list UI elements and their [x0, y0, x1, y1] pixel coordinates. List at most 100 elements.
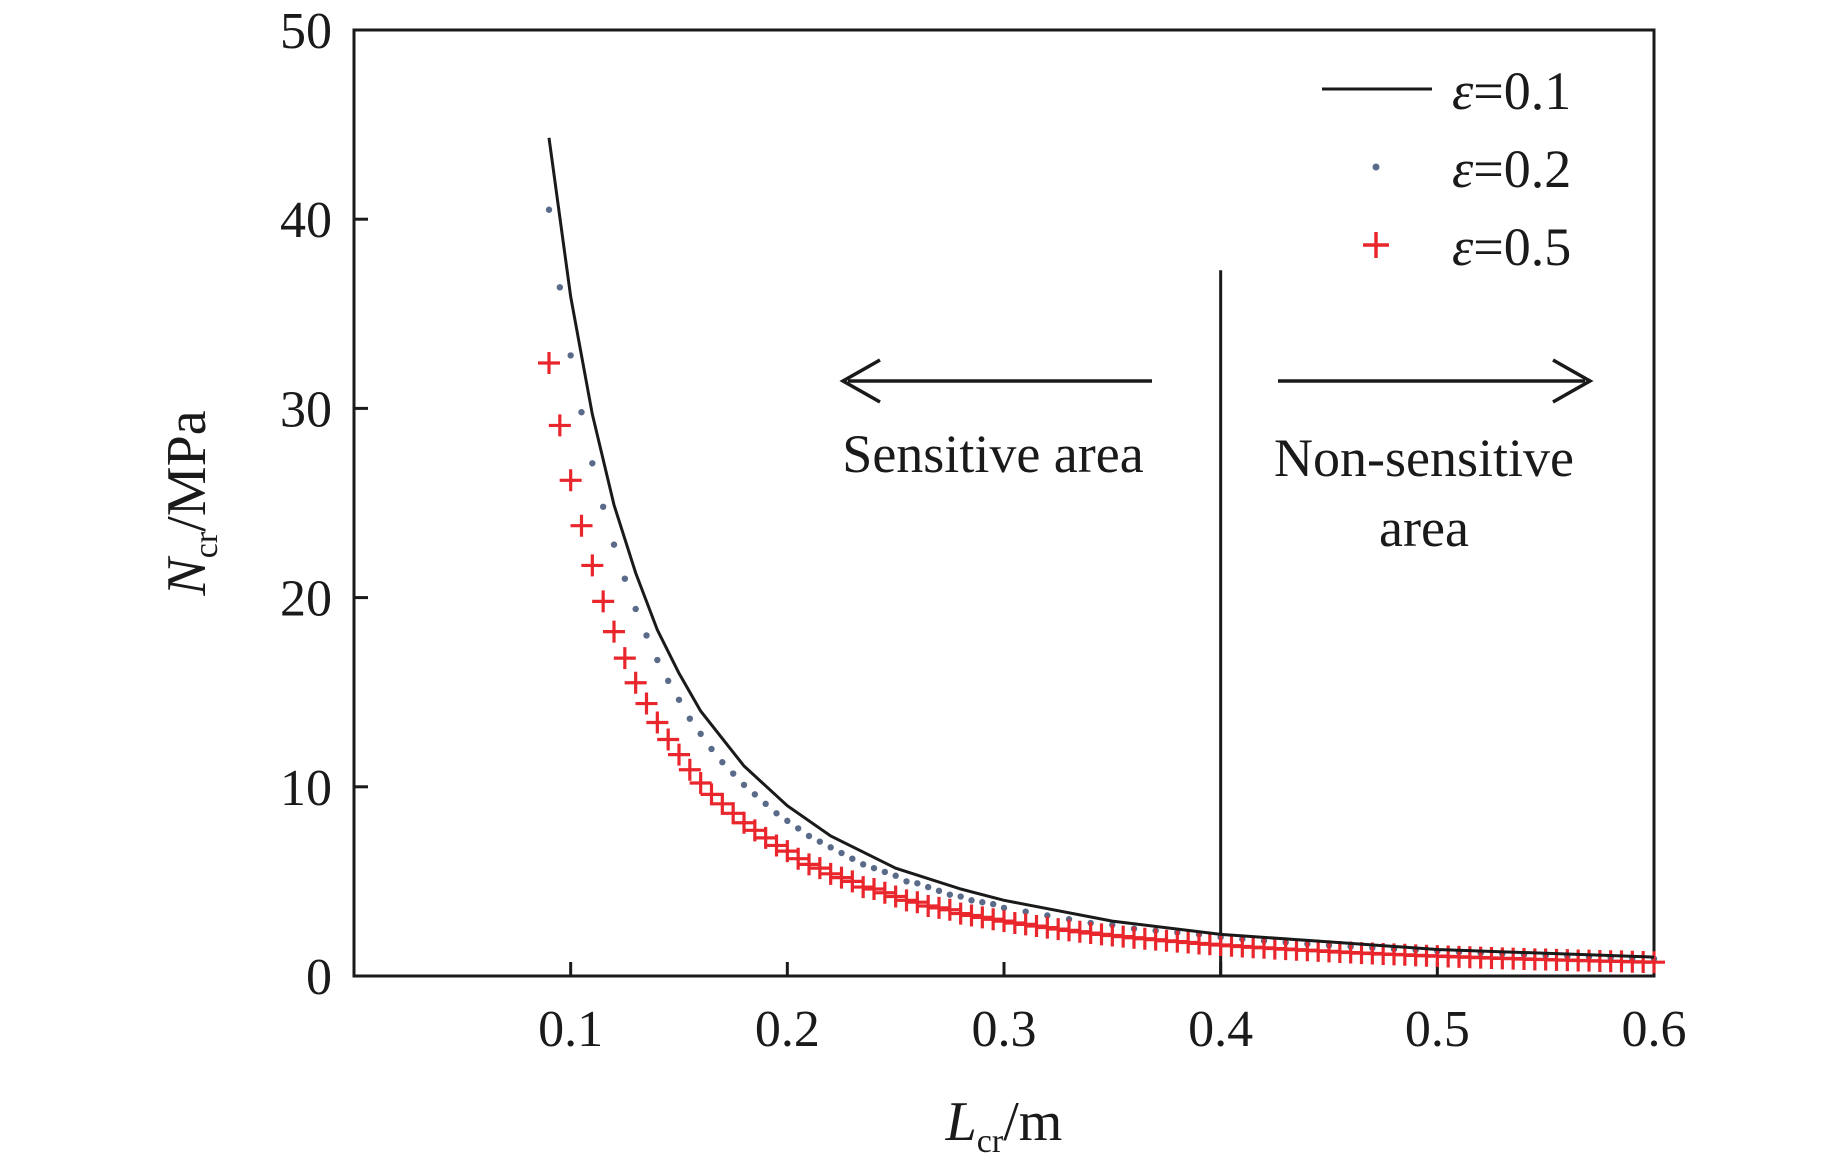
series-point-eps-0-5 — [906, 891, 929, 914]
series-point-eps-0-2 — [654, 656, 661, 664]
y-axis-symbol: N — [156, 556, 218, 597]
series-point-eps-0-5 — [635, 692, 658, 715]
sensitive-area-label: Sensitive area — [842, 424, 1143, 484]
series-point-eps-0-2 — [946, 891, 954, 898]
series-point-eps-0-2 — [708, 745, 715, 753]
series-point-eps-0-2 — [1022, 908, 1029, 915]
nonsensitive-area-label-line1: Non-sensitive — [1274, 428, 1574, 488]
series-point-eps-0-5 — [971, 906, 994, 929]
y-tick-label: 40 — [280, 192, 332, 249]
series-point-eps-0-5 — [982, 908, 1005, 931]
x-axis-unit: /m — [1003, 1091, 1062, 1153]
nonsensitive-arrow — [1278, 358, 1594, 404]
series-point-eps-0-5 — [798, 853, 820, 876]
series-point-eps-0-5 — [895, 889, 918, 912]
legend: ε=0.1ε=0.2ε=0.5 — [1322, 61, 1571, 277]
legend-label-value: =0.1 — [1473, 61, 1571, 121]
series-point-eps-0-5 — [1643, 951, 1665, 974]
series-point-eps-0-5 — [841, 870, 864, 893]
legend-label: ε=0.5 — [1452, 217, 1571, 277]
series-point-eps-0-5 — [570, 514, 593, 537]
series-point-eps-0-2 — [729, 770, 737, 777]
legend-label-value: =0.5 — [1473, 217, 1571, 277]
series-point-eps-0-2 — [968, 897, 975, 904]
y-tick-label: 20 — [280, 571, 332, 628]
x-tick-label: 0.1 — [538, 1001, 603, 1058]
series-point-eps-0-5 — [852, 876, 875, 899]
y-axis-unit: /MPa — [156, 410, 218, 531]
sensitive-arrow — [839, 358, 1152, 404]
series-point-eps-0-2 — [794, 825, 802, 832]
sensitive-arrow-head — [839, 358, 881, 404]
series-point-eps-0-2 — [675, 696, 683, 703]
series-point-eps-0-2 — [827, 844, 834, 851]
series-point-eps-0-2 — [751, 791, 759, 798]
series-point-eps-0-2 — [664, 677, 672, 685]
series-point-eps-0-5 — [689, 772, 712, 795]
series-point-eps-0-5 — [949, 902, 972, 925]
nonsensitive-arrow-head — [1552, 358, 1594, 404]
series-point-eps-0-2 — [924, 883, 932, 891]
y-axis-subscript: cr — [188, 531, 225, 558]
x-axis-subscript: cr — [977, 1123, 1004, 1160]
series-point-eps-0-2 — [719, 759, 726, 766]
series-point-eps-0-2 — [697, 730, 704, 738]
series-point-eps-0-2 — [740, 781, 748, 789]
series-point-eps-0-5 — [592, 590, 615, 613]
series-point-eps-0-2 — [935, 887, 943, 895]
x-axis-title: Lcr/m — [945, 1091, 1063, 1160]
series-point-eps-0-5 — [787, 847, 810, 870]
x-tick-label: 0.5 — [1405, 1001, 1470, 1058]
series-point-eps-0-5 — [646, 711, 669, 734]
series-point-eps-0-5 — [765, 834, 788, 857]
legend-label: ε=0.1 — [1452, 61, 1571, 121]
series-point-eps-0-2 — [849, 855, 856, 862]
series-point-eps-0-2 — [979, 899, 986, 906]
legend-swatch-plus — [1363, 232, 1389, 258]
series-point-eps-0-5 — [938, 898, 961, 921]
x-tick-label: 0.3 — [972, 1001, 1037, 1058]
series-point-eps-0-5 — [559, 469, 582, 492]
series-point-eps-0-5 — [917, 894, 940, 917]
series-point-eps-0-5 — [1014, 913, 1037, 936]
series-point-eps-0-2 — [816, 838, 824, 845]
legend-label-symbol: ε — [1452, 61, 1474, 121]
series-point-eps-0-2 — [545, 206, 553, 213]
y-axis-title: Ncr/MPa — [156, 410, 225, 596]
series-point-eps-0-5 — [808, 857, 831, 880]
y-tick-label: 30 — [280, 381, 332, 438]
series-point-eps-0-5 — [678, 758, 701, 781]
series-point-eps-0-2 — [870, 864, 878, 872]
series-point-eps-0-5 — [873, 881, 896, 904]
series-point-eps-0-2 — [610, 541, 618, 548]
legend-label: ε=0.2 — [1452, 139, 1571, 199]
series-point-eps-0-5 — [884, 885, 907, 908]
series-point-eps-0-2 — [578, 408, 585, 416]
nonsensitive-area-label-line2: area — [1379, 498, 1469, 558]
series-point-eps-0-5 — [668, 743, 690, 766]
series-point-eps-0-2 — [632, 605, 639, 613]
series-point-eps-0-5 — [538, 351, 560, 374]
series-point-eps-0-2 — [1000, 904, 1008, 912]
x-tick-label: 0.2 — [755, 1001, 820, 1058]
series-point-eps-0-2 — [859, 861, 867, 868]
y-tick-label: 0 — [306, 949, 332, 1006]
series-point-eps-0-2 — [784, 817, 791, 825]
series-marks — [538, 137, 1665, 974]
series-point-eps-0-5 — [819, 862, 842, 885]
series-point-eps-0-2 — [881, 868, 889, 876]
legend-label-value: =0.2 — [1473, 139, 1571, 199]
series-point-eps-0-2 — [838, 849, 845, 857]
series-point-eps-0-5 — [993, 910, 1015, 933]
series-line-eps-0-1 — [547, 137, 1655, 959]
series-point-eps-0-2 — [621, 575, 629, 582]
series-point-eps-0-2 — [567, 352, 574, 359]
legend-label-symbol: ε — [1452, 217, 1474, 277]
series-point-eps-0-2 — [686, 715, 694, 722]
series-point-eps-0-2 — [805, 832, 813, 840]
series-point-eps-0-5 — [830, 866, 853, 889]
series-point-eps-0-2 — [957, 893, 964, 900]
series-point-eps-0-2 — [762, 800, 769, 808]
series-point-eps-0-5 — [960, 904, 983, 927]
